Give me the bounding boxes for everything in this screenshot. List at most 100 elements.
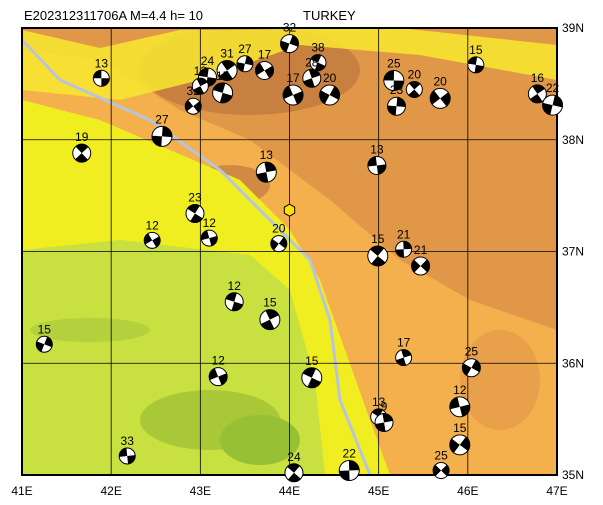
beachball-quadrant [225, 292, 243, 311]
event-label: 25 [465, 345, 479, 359]
event-label: 17 [258, 47, 272, 61]
x-tick-label: 44E [279, 484, 300, 498]
beachball-quadrant [467, 56, 484, 73]
beachball [92, 69, 110, 87]
beachball [212, 82, 234, 104]
event-label: 20 [323, 71, 337, 85]
beachball-quadrant [310, 54, 326, 71]
beachball-quadrant [218, 60, 236, 81]
event-label: 25 [434, 449, 448, 463]
beachball-quadrant [367, 156, 386, 175]
beachball [449, 434, 471, 456]
event-label: 13 [95, 56, 109, 70]
beachball [411, 256, 431, 276]
beachball [284, 463, 304, 483]
beachball [184, 97, 202, 115]
event-label: 13 [370, 142, 384, 156]
event-label: 15 [453, 421, 467, 435]
event-label: 24 [287, 450, 301, 464]
beachball [143, 231, 161, 249]
event-label: 20 [434, 74, 448, 88]
event-label: 17 [397, 336, 411, 350]
beachball-quadrant [387, 97, 406, 116]
event-label: 31 [220, 46, 234, 60]
beachball-quadrant [255, 62, 274, 79]
beachball [367, 155, 387, 175]
beachball-quadrant [396, 349, 412, 366]
beachball-quadrant [283, 85, 304, 105]
beachball [280, 34, 299, 54]
event-label: 32 [283, 21, 297, 35]
beachball [429, 87, 451, 109]
beachball [467, 56, 485, 74]
x-tick-label: 41E [11, 484, 32, 498]
beachball [432, 462, 450, 480]
event-label: 25 [387, 57, 401, 71]
beachball-quadrant [411, 259, 430, 273]
beachball-quadrant [370, 245, 386, 266]
x-tick-label: 45E [368, 484, 389, 498]
beachball [236, 55, 254, 73]
beachball-quadrant [449, 397, 470, 417]
beachball [185, 204, 205, 224]
y-tick-label: 38N [562, 133, 584, 147]
beachball-quadrant [449, 436, 470, 453]
event-label: 9 [381, 399, 388, 413]
beachball [527, 84, 547, 104]
x-tick-label: 47E [546, 484, 567, 498]
beachball-quadrant [209, 368, 228, 386]
beachball-quadrant [119, 448, 136, 464]
epicenter [283, 203, 296, 217]
event-label: 15 [216, 69, 230, 83]
event-label: 13 [260, 148, 274, 162]
beachball-quadrant [529, 84, 545, 103]
beachball-quadrant [375, 413, 393, 432]
beachball [395, 349, 413, 367]
beachball [208, 367, 228, 387]
region: TURKEY [303, 8, 356, 23]
event-label: 12 [194, 64, 208, 78]
event-label: 12 [228, 279, 242, 293]
event-label: 21 [397, 227, 411, 241]
event-label: 15 [371, 232, 385, 246]
event-label: 15 [305, 354, 319, 368]
beachball-quadrant [260, 309, 279, 330]
beachball-quadrant [36, 336, 53, 352]
event-label: 21 [414, 243, 428, 257]
event-label: 15 [469, 43, 483, 57]
event-label: 15 [263, 296, 277, 310]
beachball-quadrant [144, 233, 161, 248]
beachball [338, 460, 360, 482]
beachball-quadrant [280, 35, 299, 53]
event-label: 23 [390, 83, 404, 97]
event-label: 28 [305, 55, 319, 69]
beachball-quadrant [383, 70, 404, 91]
beachball [301, 367, 323, 389]
beachball-quadrant [256, 162, 277, 183]
beachball [224, 292, 244, 312]
y-tick-label: 35N [562, 468, 584, 482]
beachball [395, 240, 413, 258]
x-tick-label: 43E [190, 484, 211, 498]
x-tick-label: 42E [100, 484, 121, 498]
beachball-quadrant [395, 241, 412, 258]
beachball-quadrant [187, 204, 203, 223]
beachball [270, 235, 288, 253]
beachball-quadrant [213, 82, 233, 103]
beachball [72, 143, 92, 163]
beachball-quadrant [302, 367, 321, 388]
beachball-quadrant [185, 100, 202, 113]
event-label: 24 [201, 54, 215, 68]
y-tick-label: 39N [562, 21, 584, 35]
beachball-quadrant [542, 95, 563, 115]
beachball [35, 335, 53, 353]
beachball [542, 94, 564, 116]
beachball [449, 396, 471, 418]
beachball [282, 84, 304, 106]
event-label: 22 [343, 447, 357, 461]
event-label: 17 [286, 71, 300, 85]
event-label: 23 [188, 191, 202, 205]
beachball [309, 54, 327, 72]
beachball-quadrant [151, 126, 172, 147]
beachball [302, 68, 322, 88]
